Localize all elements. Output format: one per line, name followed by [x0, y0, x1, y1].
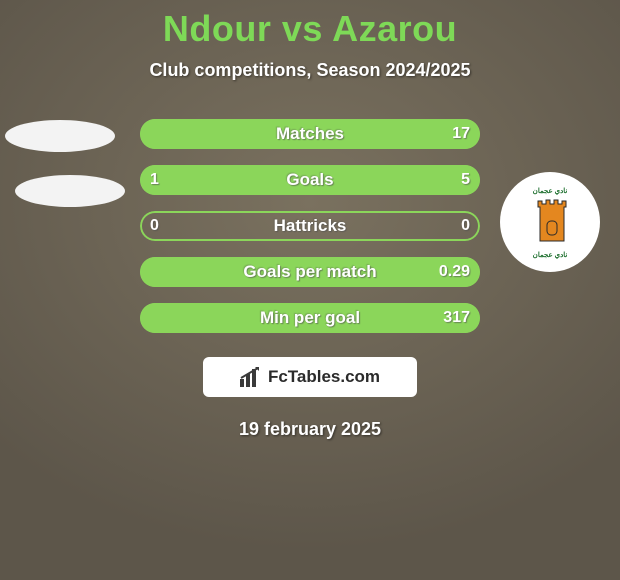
stat-value-right: 0.29 [439, 257, 470, 287]
stat-row: Min per goal317 [140, 303, 480, 333]
footer-logo[interactable]: FcTables.com [203, 357, 417, 397]
player-left-marker-2 [15, 175, 125, 207]
club-badge-right-inner: نادي عجمان نادي عجمان [507, 179, 593, 265]
stat-value-right: 317 [443, 303, 470, 333]
stat-label: Min per goal [140, 303, 480, 333]
stat-label: Goals per match [140, 257, 480, 287]
stat-label: Goals [140, 165, 480, 195]
content-root: Ndour vs Azarou Club competitions, Seaso… [0, 0, 620, 580]
stat-label: Matches [140, 119, 480, 149]
svg-text:نادي عجمان: نادي عجمان [533, 187, 568, 196]
stat-row: Matches17 [140, 119, 480, 149]
stat-row: Hattricks0 0 [140, 211, 480, 241]
stat-row: Goals per match0.29 [140, 257, 480, 287]
date-text: 19 february 2025 [0, 419, 620, 440]
stat-value-right: 5 [461, 165, 470, 195]
subtitle: Club competitions, Season 2024/2025 [0, 60, 620, 81]
stat-value-left: 1 [150, 165, 159, 195]
page-title: Ndour vs Azarou [0, 0, 620, 50]
stat-row: Goals1 5 [140, 165, 480, 195]
bars-icon [240, 367, 262, 387]
footer-logo-text: FcTables.com [268, 367, 380, 387]
stat-value-left: 0 [150, 211, 159, 241]
club-badge-svg: نادي عجمان نادي عجمان [507, 179, 593, 265]
stat-value-right: 17 [452, 119, 470, 149]
stat-value-right: 0 [461, 211, 470, 241]
player-left-marker-1 [5, 120, 115, 152]
svg-text:نادي عجمان: نادي عجمان [533, 251, 568, 260]
club-badge-right: نادي عجمان نادي عجمان [500, 172, 600, 272]
stat-label: Hattricks [140, 211, 480, 241]
